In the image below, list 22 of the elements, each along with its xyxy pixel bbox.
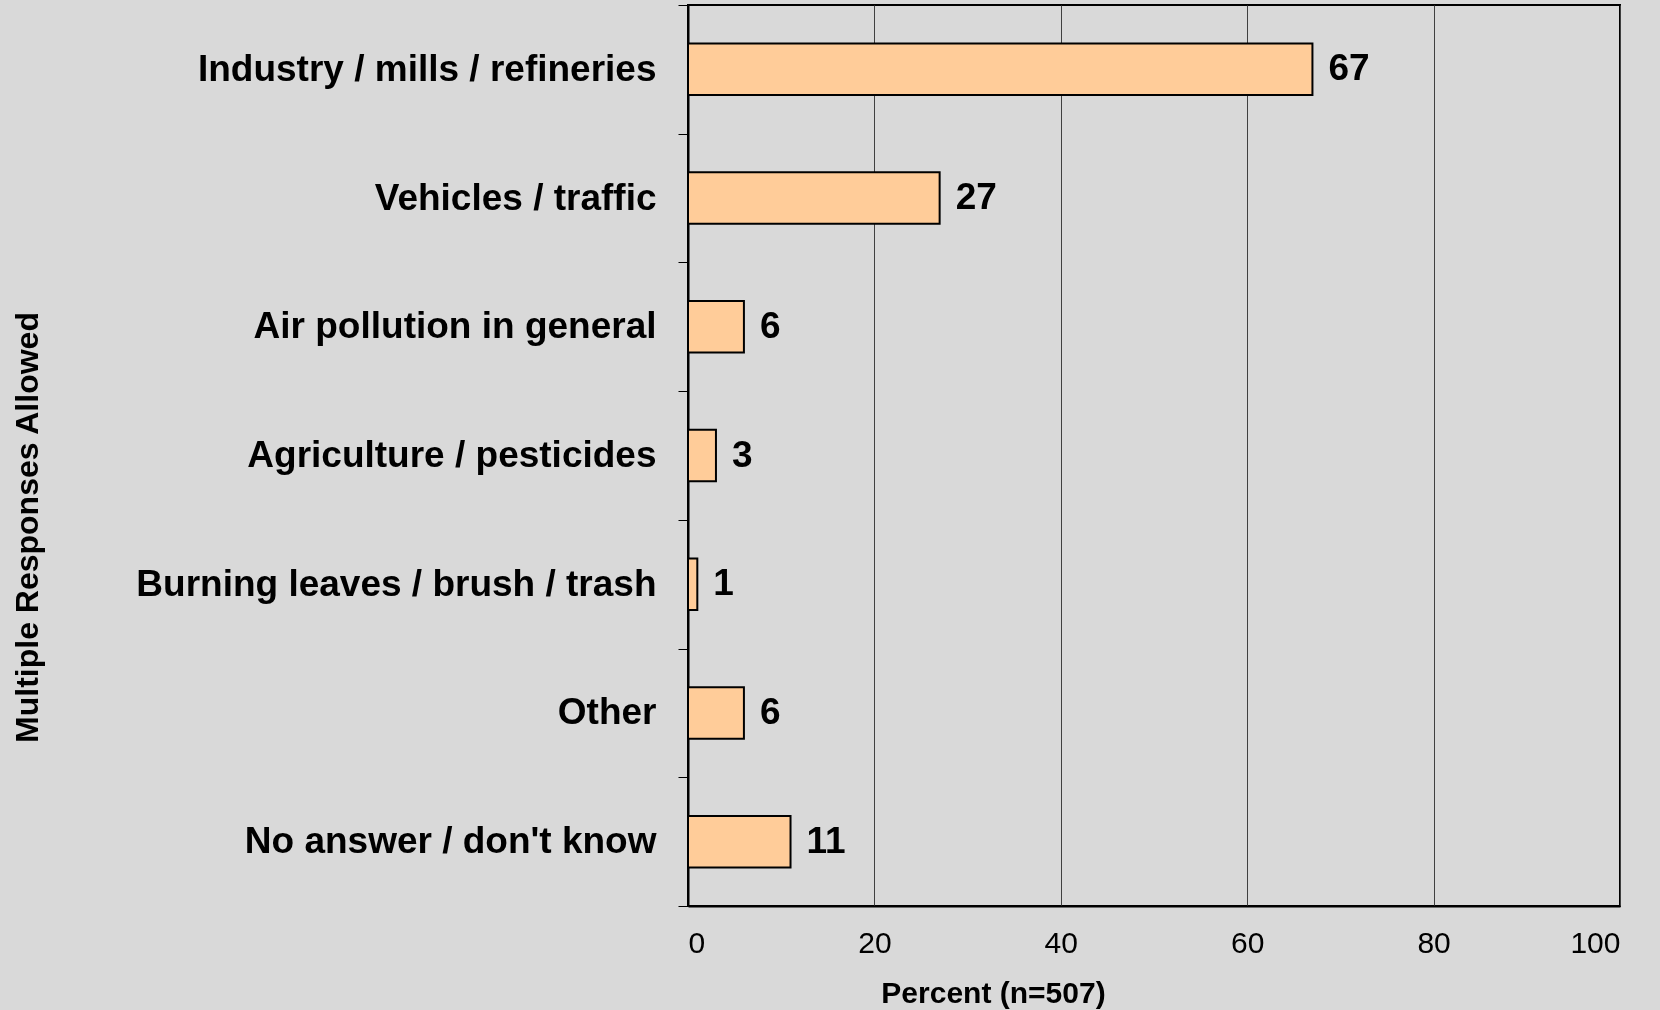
data-label: 11 (806, 819, 846, 861)
data-label: 6 (759, 304, 781, 346)
y-axis-title: Multiple Responses Allowed (8, 312, 45, 743)
data-label: 6 (759, 690, 781, 732)
y-tick-label: No answer / don't know (244, 820, 657, 862)
y-tick-label: Vehicles / traffic (374, 176, 657, 218)
x-tick-label: 80 (1417, 925, 1451, 959)
data-label: 27 (955, 176, 997, 218)
x-tick-label: 60 (1231, 925, 1265, 959)
y-tick-label: Agriculture / pesticides (247, 434, 657, 475)
data-label: 67 (1328, 47, 1370, 89)
y-tick-label: Air pollution in general (253, 305, 657, 347)
x-axis-title: Percent (n=507) (881, 975, 1106, 1009)
data-label: 1 (713, 562, 734, 604)
data-label: 3 (731, 433, 753, 475)
y-tick-label: Burning leaves / brush / trash (136, 562, 657, 604)
x-tick-label: 40 (1044, 925, 1078, 959)
x-tick-label: 0 (688, 925, 706, 959)
y-tick-label: Other (557, 691, 657, 733)
y-tick-label: Industry / mills / refineries (197, 47, 657, 89)
x-tick-label: 100 (1570, 925, 1621, 959)
x-tick-label: 20 (858, 925, 892, 959)
